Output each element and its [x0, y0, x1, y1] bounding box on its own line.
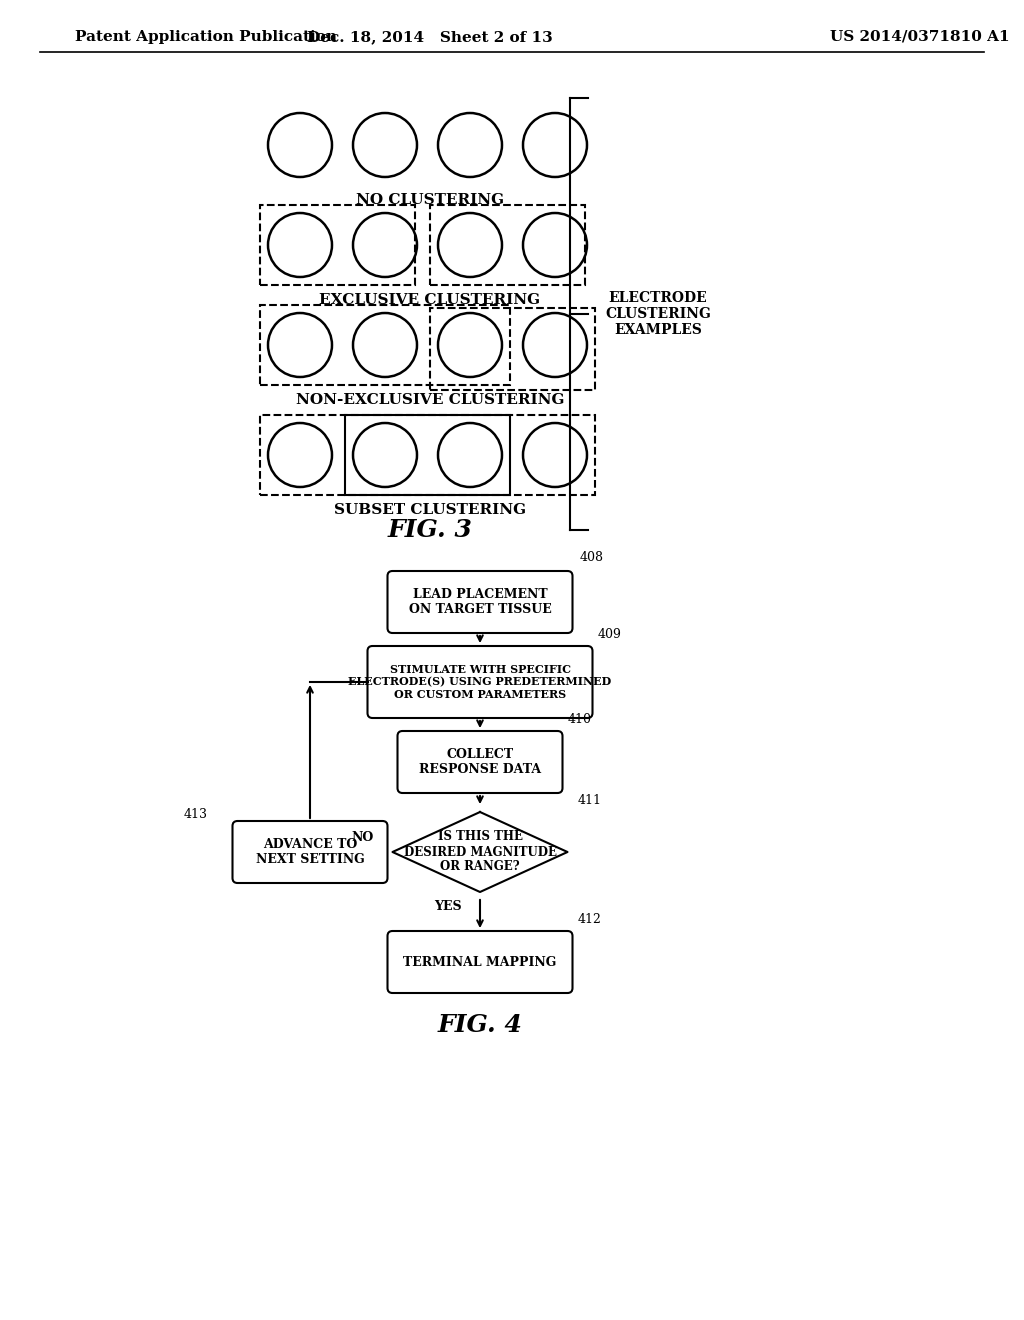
- Text: 409: 409: [597, 628, 622, 642]
- Text: 413: 413: [183, 808, 208, 821]
- Text: NO CLUSTERING: NO CLUSTERING: [356, 193, 504, 207]
- Text: 411: 411: [578, 795, 601, 807]
- Text: 408: 408: [580, 550, 603, 564]
- Text: SUBSET CLUSTERING: SUBSET CLUSTERING: [334, 503, 526, 517]
- Text: YES: YES: [434, 900, 462, 913]
- Text: EXCLUSIVE CLUSTERING: EXCLUSIVE CLUSTERING: [319, 293, 541, 308]
- Text: LEAD PLACEMENT
ON TARGET TISSUE: LEAD PLACEMENT ON TARGET TISSUE: [409, 587, 551, 616]
- Text: IS THIS THE
DESIRED MAGNITUDE
OR RANGE?: IS THIS THE DESIRED MAGNITUDE OR RANGE?: [403, 830, 556, 874]
- Text: Patent Application Publication: Patent Application Publication: [75, 30, 337, 44]
- Text: 410: 410: [567, 713, 592, 726]
- Text: STIMULATE WITH SPECIFIC
ELECTRODE(S) USING PREDETERMINED
OR CUSTOM PARAMETERS: STIMULATE WITH SPECIFIC ELECTRODE(S) USI…: [348, 664, 611, 701]
- Text: ADVANCE TO
NEXT SETTING: ADVANCE TO NEXT SETTING: [256, 838, 365, 866]
- Text: NON-EXCLUSIVE CLUSTERING: NON-EXCLUSIVE CLUSTERING: [296, 393, 564, 407]
- Text: ELECTRODE
CLUSTERING
EXAMPLES: ELECTRODE CLUSTERING EXAMPLES: [605, 290, 711, 337]
- Text: TERMINAL MAPPING: TERMINAL MAPPING: [403, 956, 557, 969]
- Text: COLLECT
RESPONSE DATA: COLLECT RESPONSE DATA: [419, 748, 541, 776]
- Text: 412: 412: [578, 913, 601, 927]
- Text: FIG. 3: FIG. 3: [387, 517, 472, 543]
- Text: FIG. 4: FIG. 4: [437, 1012, 522, 1038]
- Bar: [345, 414, 510, 495]
- Text: Dec. 18, 2014   Sheet 2 of 13: Dec. 18, 2014 Sheet 2 of 13: [307, 30, 553, 44]
- Text: US 2014/0371810 A1: US 2014/0371810 A1: [830, 30, 1010, 44]
- Text: NO: NO: [351, 832, 374, 843]
